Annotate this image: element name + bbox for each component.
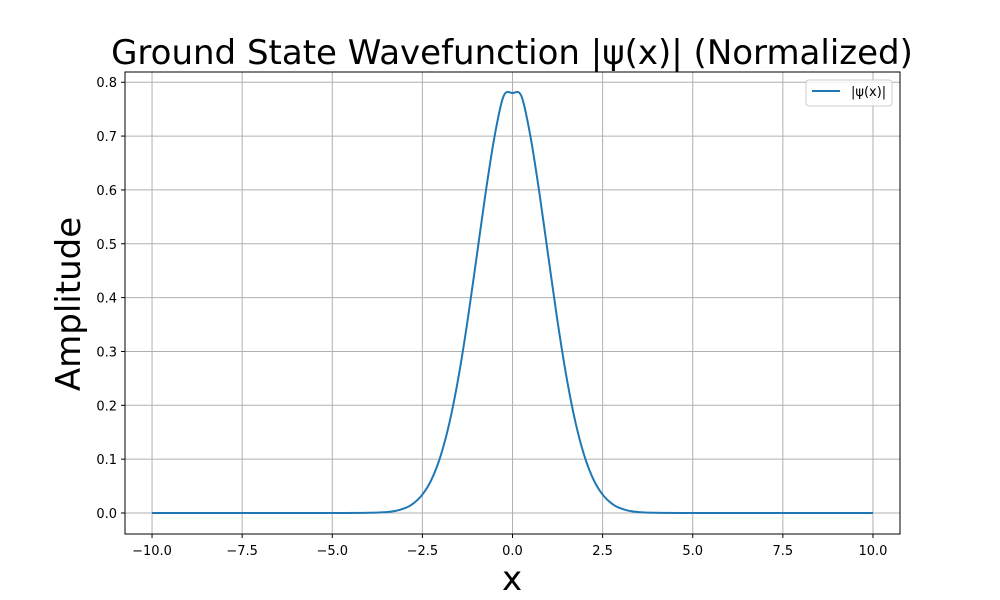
y-tick-label: 0.6 [96,184,117,199]
x-tick-label: 2.5 [592,544,613,559]
series-line [152,90,873,515]
x-axis: −10.0 −7.5 −5.0 −2.5 0.0 2.5 5.0 7.5 10.0 [132,534,887,559]
legend-label: |ψ(x)| [851,85,886,100]
y-tick-label: 0.4 [96,292,117,307]
y-axis-label: Amplitude [49,217,89,391]
series-layer [152,90,873,515]
y-tick-label: 0.8 [96,76,117,91]
chart-title: Ground State Wavefunction |ψ(x)| (Normal… [111,33,913,73]
y-tick-label: 0.0 [96,507,117,522]
y-tick-label: 0.2 [96,399,117,414]
y-tick-label: 0.7 [96,130,117,145]
y-tick-label: 0.5 [96,238,117,253]
x-tick-label: −7.5 [226,544,258,559]
y-tick-label: 0.3 [96,345,117,360]
legend-box [805,79,893,107]
x-tick-label: 7.5 [773,544,794,559]
y-tick-label: 0.1 [96,453,117,468]
x-axis-label: x [502,559,522,599]
x-tick-label: 5.0 [682,544,703,559]
x-tick-label: 10.0 [858,544,887,559]
x-tick-label: −5.0 [316,544,348,559]
y-axis: 0.0 0.1 0.2 0.3 0.4 0.5 0.6 0.7 0.8 [96,76,125,522]
x-tick-label: −2.5 [407,544,439,559]
x-tick-label: 0.0 [502,544,523,559]
legend: |ψ(x)| [805,79,893,107]
x-tick-label: −10.0 [132,544,172,559]
